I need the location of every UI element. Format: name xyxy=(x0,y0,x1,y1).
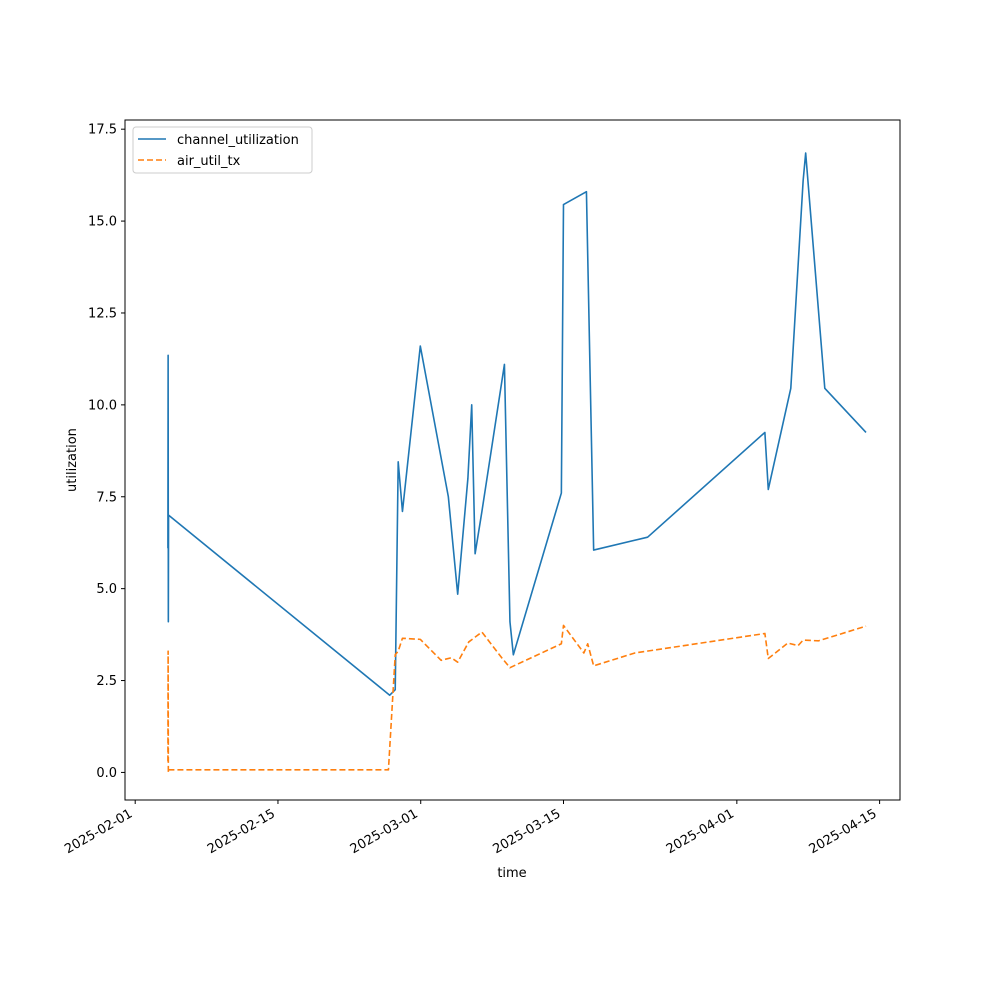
y-axis: 0.0 2.5 5.0 7.5 10.0 12.5 15.0 17.5 xyxy=(88,123,125,781)
series-layer xyxy=(167,152,867,774)
legend-label-channel-utilization: channel_utilization xyxy=(177,133,299,148)
y-tick-label: 0.0 xyxy=(96,766,117,781)
plot-area xyxy=(124,119,901,801)
y-tick-label: 12.5 xyxy=(88,306,117,321)
x-axis-label: time xyxy=(497,866,526,881)
series-line-channel-utilization xyxy=(167,152,867,697)
y-axis-label: utilization xyxy=(65,428,80,492)
y-tick-label: 5.0 xyxy=(96,582,117,597)
legend-label-air-util-tx: air_util_tx xyxy=(177,154,241,169)
legend-box xyxy=(132,126,313,174)
y-tick-label: 10.0 xyxy=(88,398,117,413)
y-tick-label: 17.5 xyxy=(88,123,117,138)
legend: channel_utilization air_util_tx xyxy=(132,126,313,174)
y-tick-label: 2.5 xyxy=(96,674,117,689)
y-tick-label: 7.5 xyxy=(96,490,117,505)
y-tick-label: 15.0 xyxy=(88,215,117,230)
